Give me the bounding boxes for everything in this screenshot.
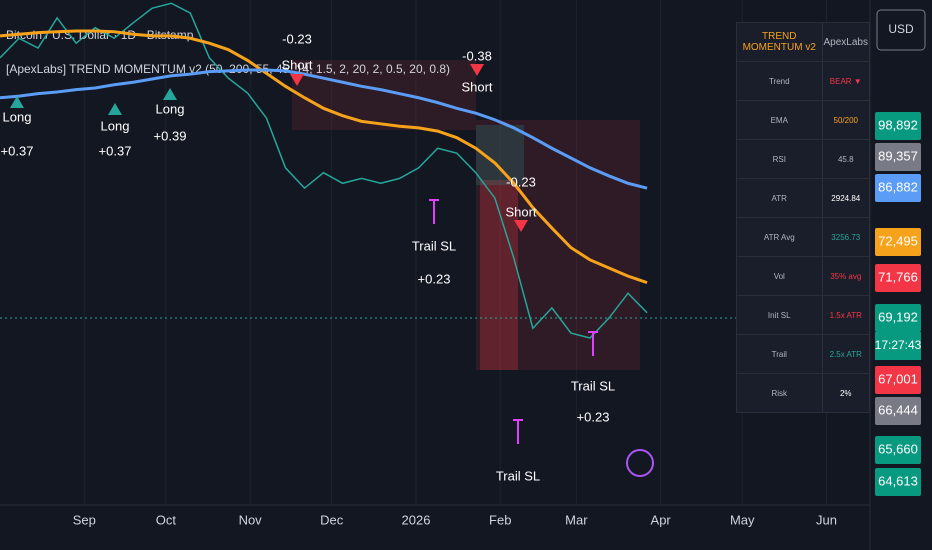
price-tag (875, 436, 921, 464)
table-row: EMA 50/200 (736, 100, 871, 140)
short-zone (292, 60, 476, 130)
x-tick-label: Mar (565, 512, 588, 527)
annotation: Short (461, 79, 492, 94)
x-tick-label: Sep (73, 512, 96, 527)
signal-arrow (470, 64, 484, 76)
price-tag (875, 397, 921, 425)
signal-arrow (514, 220, 528, 232)
series-line (0, 29, 648, 285)
annotation: -0.23 (282, 31, 312, 46)
x-tick-label: Feb (489, 512, 511, 527)
table-key: Trend (736, 61, 823, 101)
table-key: Init SL (736, 295, 823, 335)
x-tick-label: May (730, 512, 755, 527)
annotation: Long (3, 109, 32, 124)
series-line (0, 68, 648, 190)
price-tag-label: 65,660 (878, 441, 918, 456)
x-tick-label: Apr (651, 512, 672, 527)
price-tag-label: 72,495 (878, 233, 918, 248)
countdown-tag (875, 332, 921, 360)
logo (626, 449, 654, 477)
price-tag-label: 89,357 (878, 148, 918, 163)
annotation: Trail SL (412, 238, 456, 253)
annotation: +0.23 (418, 271, 451, 286)
table-key: RSI (736, 139, 823, 179)
x-tick-label: Nov (239, 512, 263, 527)
annotation: +0.37 (1, 143, 34, 158)
price-tag (875, 143, 921, 171)
indicator: [ApexLabs] TREND MOMENTUM v2 (50, 200, 5… (6, 62, 450, 76)
table-brand: ApexLabs (821, 22, 871, 62)
table-key: Trail (736, 334, 823, 374)
price-tag (875, 468, 921, 496)
price-tag-label: 98,892 (878, 117, 918, 132)
price-tag-label: 66,444 (878, 402, 918, 417)
annotation: -0.38 (462, 48, 492, 63)
signal-arrow (108, 103, 122, 115)
table-row: Trail 2.5x ATR (736, 334, 871, 374)
table-value: 35% avg (821, 256, 871, 296)
table-row: ATR 2924.84 (736, 178, 871, 218)
table-value: 2.5x ATR (821, 334, 871, 374)
price-tag-label: 71,766 (878, 269, 918, 284)
table-key: EMA (736, 100, 823, 140)
price-tag-label: 67,001 (878, 371, 918, 386)
series-line (0, 2, 648, 339)
x-tick-label: Jun (816, 512, 837, 527)
price-tag (875, 264, 921, 292)
table-key: Risk (736, 373, 823, 413)
price-tag (875, 174, 921, 202)
annotation: Long (101, 118, 130, 133)
price-tag (875, 366, 921, 394)
table-value: 50/200 (821, 100, 871, 140)
info-table: TREND MOMENTUM v2 ApexLabs Trend BEAR ▼ EMA 5… (736, 22, 871, 413)
table-key: ATR (736, 178, 823, 218)
annotation: Short (505, 204, 536, 219)
annotation: +0.37 (99, 143, 132, 158)
table-key: ATR Avg (736, 217, 823, 257)
table-title: TREND MOMENTUM v2 (736, 22, 823, 62)
signal-arrow (10, 96, 24, 108)
x-tick-label: Oct (156, 512, 177, 527)
table-key: Vol (736, 256, 823, 296)
table-value: 1.5x ATR (821, 295, 871, 335)
table-row: Risk 2% (736, 373, 871, 413)
table-row: ATR Avg 3256.73 (736, 217, 871, 257)
annotation: Trail SL (496, 468, 540, 483)
price-tag-label: 69,192 (878, 309, 918, 324)
price-tag (875, 112, 921, 140)
short-zone (476, 120, 640, 370)
table-row: Trend BEAR ▼ (736, 61, 871, 101)
countdown: 17:27:43 (875, 338, 922, 352)
currency[interactable]: USD (888, 22, 914, 36)
price-tag-label: 86,882 (878, 179, 918, 194)
annotation: Long (156, 101, 185, 116)
price-tag (875, 228, 921, 256)
annotation: +0.23 (577, 409, 610, 424)
table-value: 2% (821, 373, 871, 413)
table-row: RSI 45.8 (736, 139, 871, 179)
table-value: BEAR ▼ (821, 61, 871, 101)
annotation: -0.23 (506, 174, 536, 189)
currency-button[interactable] (876, 9, 926, 51)
table-row: TREND MOMENTUM v2 ApexLabs (736, 22, 871, 62)
table-row: Vol 35% avg (736, 256, 871, 296)
annotation: +0.39 (154, 128, 187, 143)
annotation: Trail SL (571, 378, 615, 393)
x-tick-label: Dec (320, 512, 344, 527)
price-tag (875, 304, 921, 332)
table-value: 2924.84 (821, 178, 871, 218)
x-tick-label: 2026 (402, 512, 431, 527)
table-row: Init SL 1.5x ATR (736, 295, 871, 335)
table-value: 45.8 (821, 139, 871, 179)
signal-arrow (290, 74, 304, 86)
annotation: Short (281, 57, 312, 72)
price-tag-label: 64,613 (878, 473, 918, 488)
signal-arrow (163, 88, 177, 100)
table-value: 3256.73 (821, 217, 871, 257)
